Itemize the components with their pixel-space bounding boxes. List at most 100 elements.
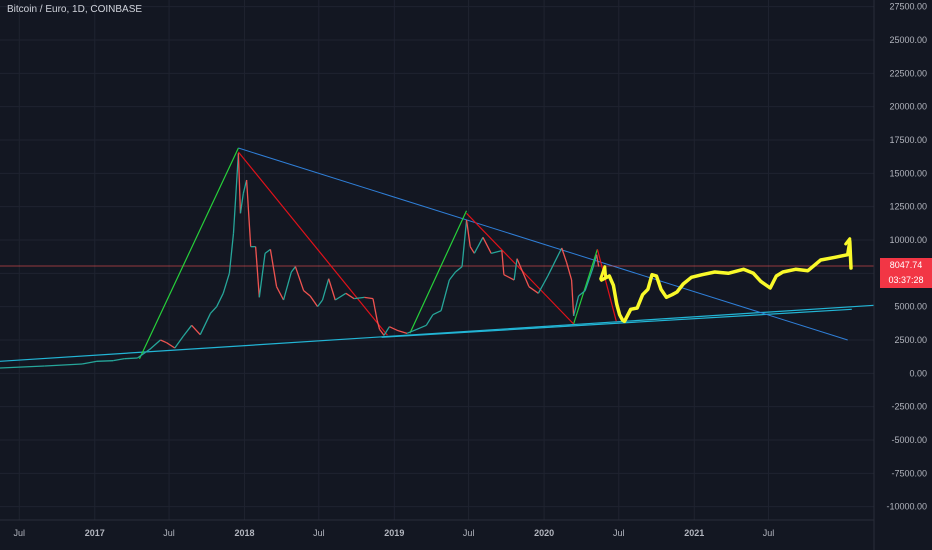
price-segment <box>254 246 260 298</box>
y-tick-label: 5000.00 <box>894 302 927 312</box>
price-segment <box>578 290 586 297</box>
price-segment <box>137 348 151 359</box>
x-tick-label: 2018 <box>235 528 255 538</box>
price-segment <box>503 274 515 281</box>
price-segment <box>0 365 45 369</box>
y-tick-label: -10000.00 <box>886 502 927 512</box>
price-segment <box>245 179 252 247</box>
price-segment <box>199 313 212 335</box>
fall-leg-line <box>466 212 575 325</box>
pullback-stroke <box>599 265 608 281</box>
price-segment <box>379 328 385 336</box>
x-tick-label: Jul <box>763 528 775 538</box>
price-segment <box>561 247 568 263</box>
rise-leg-line <box>138 147 239 359</box>
price-segment <box>440 279 450 311</box>
price-segment <box>482 237 492 254</box>
price-segment <box>383 326 390 336</box>
price-segment <box>389 326 399 332</box>
price-segment <box>166 342 176 349</box>
price-segment <box>372 298 378 321</box>
price-segment <box>345 292 355 300</box>
price-segment <box>566 262 573 281</box>
chart-title: Bitcoin / Euro, 1D, COINBASE <box>7 4 143 15</box>
price-segment <box>182 324 193 337</box>
price-segment <box>397 330 408 334</box>
price-segment <box>222 273 230 294</box>
price-segment <box>513 258 518 281</box>
price-segment <box>455 266 463 273</box>
y-tick-label: -7500.00 <box>891 468 927 478</box>
resistance-trend-line <box>238 147 848 341</box>
rise-leg-line <box>573 249 598 325</box>
y-tick-label: 2500.00 <box>894 335 927 345</box>
price-segment <box>501 250 505 275</box>
x-tick-label: Jul <box>14 528 26 538</box>
price-segment <box>290 266 296 273</box>
x-tick-label: 2021 <box>684 528 704 538</box>
price-segment <box>491 250 502 254</box>
price-segment <box>584 267 594 291</box>
price-segment <box>469 246 475 254</box>
price-segment <box>44 363 83 367</box>
fall-leg-line <box>237 151 388 336</box>
price-segment <box>592 254 598 269</box>
price-segment <box>96 360 114 362</box>
y-tick-label: 17500.00 <box>889 135 927 145</box>
forecast-drawing <box>599 237 853 324</box>
x-tick-label: Jul <box>163 528 175 538</box>
last-price-label: 8047.74 <box>880 258 932 273</box>
y-tick-label: -2500.00 <box>891 402 927 412</box>
price-segment <box>547 247 563 277</box>
price-segment <box>294 266 305 291</box>
price-segment <box>354 296 365 300</box>
price-axis[interactable]: 27500.00 25000.00 22500.00 20000.00 17500.00… <box>886 2 927 512</box>
y-tick-label: 10000.00 <box>889 235 927 245</box>
price-segment <box>528 286 539 294</box>
fall-leg-line <box>596 249 617 322</box>
y-tick-label: 0.00 <box>909 368 927 378</box>
forecast-path <box>599 239 853 324</box>
price-segment <box>309 295 319 308</box>
price-segment <box>113 358 125 362</box>
x-tick-label: Jul <box>313 528 325 538</box>
price-segment <box>448 271 456 281</box>
price-segment <box>516 258 530 287</box>
y-tick-label: 25000.00 <box>889 35 927 45</box>
price-series <box>0 153 600 369</box>
x-tick-label: Jul <box>613 528 625 538</box>
forecast-arrowhead <box>844 237 852 251</box>
price-segment <box>258 253 266 298</box>
price-segment <box>237 153 242 214</box>
price-segment <box>210 306 218 314</box>
price-segment <box>264 248 271 254</box>
price-segment <box>242 179 248 194</box>
price-segment <box>473 237 484 254</box>
price-segment <box>216 293 224 307</box>
x-tick-label: 2020 <box>534 528 554 538</box>
time-axis[interactable]: Jul 2017 Jul 2018 Jul 2019 Jul 2020 Jul 2021 Jul <box>14 528 775 538</box>
price-segment <box>303 290 311 297</box>
y-tick-label: 12500.00 <box>889 202 927 212</box>
y-tick-label: 20000.00 <box>889 102 927 112</box>
price-segment <box>321 278 330 301</box>
price-segment <box>461 219 468 267</box>
x-tick-label: 2019 <box>384 528 404 538</box>
price-segment <box>416 324 427 330</box>
price-segment <box>376 319 381 330</box>
price-segment <box>364 296 374 300</box>
price-segment <box>275 286 285 301</box>
price-segment <box>570 279 575 317</box>
price-segment <box>432 310 442 316</box>
price-segment <box>191 324 201 336</box>
price-segment <box>317 299 324 308</box>
y-tick-label: 27500.00 <box>889 2 927 12</box>
x-tick-label: Jul <box>463 528 475 538</box>
price-segment <box>81 360 97 365</box>
price-segment <box>595 254 600 267</box>
price-segment <box>232 199 237 234</box>
bar-countdown-label: 03:37:28 <box>880 273 932 288</box>
rise-leg-line <box>409 210 468 334</box>
